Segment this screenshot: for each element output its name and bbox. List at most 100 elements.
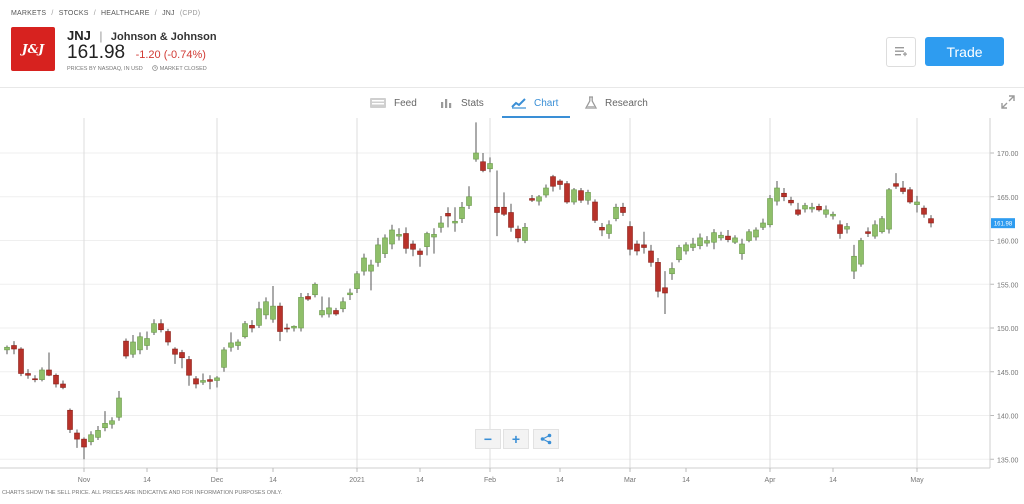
candle-body — [410, 243, 416, 250]
line-chart-icon — [511, 98, 526, 109]
candle-body — [382, 237, 388, 254]
ticker-symbol: JNJ — [67, 28, 91, 43]
logo-text: J&J — [21, 42, 45, 56]
tab-feed[interactable]: Feed — [369, 88, 417, 118]
candle-body — [641, 244, 647, 248]
breadcrumb-separator: / — [154, 10, 157, 17]
candle-body — [144, 338, 150, 346]
zoom-controls: − + — [475, 429, 529, 449]
x-tick-label: 14 — [269, 477, 277, 484]
candle-body — [809, 206, 815, 210]
candle-body — [872, 224, 878, 237]
candle-body — [543, 187, 549, 196]
candle-body — [865, 231, 871, 234]
y-tick-label: 155.00 — [997, 282, 1019, 289]
candlestick-chart[interactable]: 135.00 140.00 145.00 150.00 155.00 160.00 165.… — [0, 118, 1024, 490]
flask-icon — [584, 96, 598, 109]
x-tick-label: 14 — [556, 477, 564, 484]
candle-body — [207, 379, 213, 382]
candle-body — [522, 227, 528, 241]
candle-body — [67, 409, 73, 430]
candle-body — [60, 383, 66, 388]
share-button[interactable] — [533, 429, 559, 449]
candle-body — [200, 380, 206, 383]
candle-body — [718, 234, 724, 239]
candle-body — [431, 234, 437, 238]
candle-body — [767, 198, 773, 226]
y-tick-label: 160.00 — [997, 239, 1019, 246]
x-tick-label: Feb — [484, 477, 496, 484]
company-logo: J&J — [11, 27, 55, 71]
candle-body — [515, 228, 521, 239]
candle-body — [312, 283, 318, 296]
tab-stats[interactable]: Stats — [440, 88, 484, 118]
company-name: Johnson & Johnson — [110, 31, 217, 43]
x-tick-label: Apr — [765, 477, 777, 484]
candle-body — [620, 206, 626, 213]
watchlist-button[interactable] — [886, 37, 916, 67]
price-chart-area[interactable]: 135.00 140.00 145.00 150.00 155.00 160.00 165.… — [0, 118, 1024, 504]
instrument-tabs: Feed Stats Chart Research — [0, 88, 1024, 118]
candle-body — [284, 327, 290, 330]
candle-body — [123, 340, 129, 357]
candle-body — [508, 212, 514, 228]
ticker-separator: | — [99, 29, 103, 43]
candle-body — [396, 234, 402, 237]
expand-icon[interactable] — [1001, 95, 1015, 109]
candle-body — [613, 206, 619, 219]
candle-body — [263, 301, 269, 316]
trade-button[interactable]: Trade — [925, 37, 1004, 66]
candle-body — [235, 341, 241, 346]
candle-body — [249, 325, 255, 329]
instrument-header: MARKETS / STOCKS / HEALTHCARE / JNJ (CPD… — [0, 0, 1024, 88]
candle-body — [473, 152, 479, 160]
y-tick-label: 150.00 — [997, 326, 1019, 333]
current-price-marker — [991, 218, 1015, 229]
candle-body — [375, 244, 381, 263]
candle-body — [102, 423, 108, 429]
candle-body — [662, 287, 668, 294]
candle-body — [823, 209, 829, 215]
candle-body — [116, 397, 122, 418]
zoom-out-button[interactable]: − — [475, 429, 501, 449]
candle-body — [417, 250, 423, 255]
candle-body — [648, 250, 654, 263]
y-tick-label: 145.00 — [997, 370, 1019, 377]
candle-body — [186, 359, 192, 376]
candle-body — [361, 257, 367, 272]
candle-body — [165, 331, 171, 343]
candle-body — [193, 378, 199, 385]
candle-body — [368, 264, 374, 272]
x-tick-label: Nov — [78, 477, 91, 484]
candle-body — [445, 213, 451, 217]
candle-body — [319, 310, 325, 316]
tab-chart[interactable]: Chart — [511, 88, 558, 118]
breadcrumb-healthcare[interactable]: HEALTHCARE — [101, 10, 150, 17]
tab-label: Stats — [461, 97, 484, 109]
breadcrumb-markets[interactable]: MARKETS — [11, 10, 47, 17]
market-status-label: MARKET CLOSED — [159, 66, 207, 72]
x-tick-label: 2021 — [349, 477, 365, 484]
candle-body — [39, 369, 45, 380]
candle-body — [697, 237, 703, 247]
breadcrumb-stocks[interactable]: STOCKS — [58, 10, 89, 17]
candle-body — [781, 192, 787, 198]
candle-body — [151, 323, 157, 333]
candle-body — [732, 237, 738, 243]
candle-body — [389, 229, 395, 245]
candle-body — [480, 161, 486, 171]
tab-research[interactable]: Research — [584, 88, 648, 118]
candle-body — [746, 231, 752, 241]
candle-body — [900, 187, 906, 192]
zoom-in-button[interactable]: + — [503, 429, 529, 449]
candle-body — [802, 205, 808, 210]
candle-body — [886, 189, 892, 230]
candle-body — [270, 305, 276, 320]
candle-body — [704, 240, 710, 244]
newspaper-icon — [370, 98, 386, 108]
candle-body — [242, 323, 248, 338]
y-tick-label: 135.00 — [997, 457, 1019, 464]
candle-body — [130, 341, 136, 355]
candle-body — [137, 336, 143, 351]
list-add-icon — [895, 47, 907, 57]
